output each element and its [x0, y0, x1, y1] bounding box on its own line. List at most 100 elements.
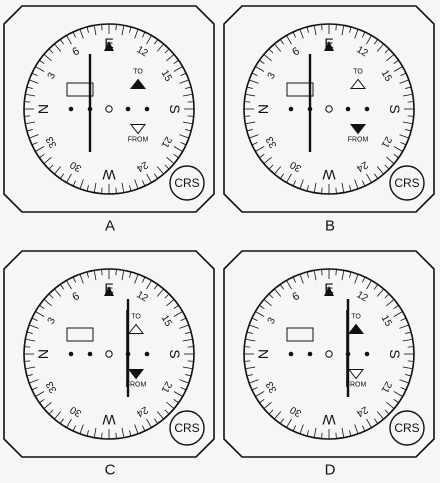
to-flag [347, 323, 365, 334]
deviation-dot [345, 106, 351, 112]
south-label: S [167, 349, 183, 358]
heading-12-label: 12 [354, 289, 370, 304]
west-label: W [322, 412, 336, 428]
caption-d: D [325, 462, 336, 479]
heading-3-label: 3 [46, 315, 59, 326]
deviation-dot [144, 351, 150, 357]
from-flag [347, 369, 365, 380]
compass-ticks [244, 24, 414, 194]
deviation-dot [87, 351, 93, 357]
deviation-dot [68, 106, 74, 112]
heading-12-label: 12 [134, 44, 150, 59]
center-circle [105, 105, 113, 113]
heading-6-label: 6 [70, 290, 81, 303]
from-label: FROM [348, 137, 369, 144]
compass-ticks [24, 24, 194, 194]
heading-21-label: 21 [378, 379, 393, 395]
heading-24-label: 24 [134, 404, 150, 419]
to-flag [127, 323, 145, 334]
heading-15-label: 15 [379, 68, 394, 84]
west-label: W [102, 167, 116, 183]
lubber-index [324, 41, 334, 51]
center-circle [325, 350, 333, 358]
lubber-index [104, 41, 114, 51]
west-label: W [102, 412, 116, 428]
deviation-dot [364, 106, 370, 112]
crs-label: CRS [394, 421, 419, 435]
caption-c: C [105, 462, 116, 479]
heading-window [66, 82, 94, 97]
heading-33-label: 33 [44, 379, 59, 395]
deviation-dot [68, 351, 74, 357]
to-label: TO [351, 314, 361, 321]
heading-6-label: 6 [290, 290, 301, 303]
deviation-dot [307, 351, 313, 357]
heading-21-label: 21 [158, 134, 173, 150]
heading-24-label: 24 [134, 159, 150, 174]
heading-33-label: 33 [264, 134, 279, 150]
heading-30-label: 30 [288, 158, 304, 173]
heading-24-label: 24 [354, 159, 370, 174]
heading-window [66, 327, 94, 342]
heading-21-label: 21 [378, 134, 393, 150]
south-label: S [167, 104, 183, 113]
heading-33-label: 33 [264, 379, 279, 395]
to-label: TO [131, 314, 141, 321]
instrument-a: N36E1215S2124W3033TOFROMCRS [3, 5, 215, 213]
crs-knob [389, 410, 425, 446]
caption-b: B [325, 218, 335, 235]
from-flag [129, 124, 147, 135]
instrument-b: N36E1215S2124W3033TOFROMCRS [223, 5, 435, 213]
south-label: S [387, 104, 403, 113]
heading-24-label: 24 [354, 404, 370, 419]
from-label: FROM [128, 137, 149, 144]
north-label: N [35, 104, 51, 114]
center-circle [325, 105, 333, 113]
instrument-case [223, 250, 435, 458]
heading-3-label: 3 [46, 70, 59, 81]
north-label: N [255, 104, 271, 114]
crs-knob [169, 410, 205, 446]
heading-30-label: 30 [68, 158, 84, 173]
compass-ticks [24, 269, 194, 439]
deviation-dot [288, 106, 294, 112]
north-label: N [35, 349, 51, 359]
heading-window [286, 327, 314, 342]
instrument-case [3, 5, 215, 213]
to-flag [349, 78, 367, 89]
crs-knob [389, 165, 425, 201]
crs-label: CRS [394, 176, 419, 190]
to-label: TO [353, 69, 363, 76]
from-label: FROM [126, 382, 147, 389]
deviation-dot [144, 106, 150, 112]
north-label: N [255, 349, 271, 359]
heading-12-label: 12 [134, 289, 150, 304]
deviation-dot [364, 351, 370, 357]
crs-label: CRS [174, 176, 199, 190]
deviation-scale [68, 350, 150, 358]
lubber-index [324, 286, 334, 296]
heading-3-label: 3 [266, 70, 279, 81]
heading-window [286, 82, 314, 97]
instrument-c: N36E1215S2124W3033TOFROMCRS [3, 250, 215, 458]
heading-21-label: 21 [158, 379, 173, 395]
heading-33-label: 33 [44, 134, 59, 150]
center-circle [105, 350, 113, 358]
south-label: S [387, 349, 403, 358]
deviation-scale [288, 350, 370, 358]
heading-30-label: 30 [68, 403, 84, 418]
lubber-index [104, 286, 114, 296]
to-flag [129, 78, 147, 89]
instrument-case [3, 250, 215, 458]
caption-a: A [105, 218, 115, 235]
heading-3-label: 3 [266, 315, 279, 326]
deviation-dot [288, 351, 294, 357]
heading-6-label: 6 [70, 45, 81, 58]
heading-6-label: 6 [290, 45, 301, 58]
heading-15-label: 15 [379, 313, 394, 329]
compass-ticks [244, 269, 414, 439]
from-label: FROM [346, 382, 367, 389]
crs-knob [169, 165, 205, 201]
crs-label: CRS [174, 421, 199, 435]
